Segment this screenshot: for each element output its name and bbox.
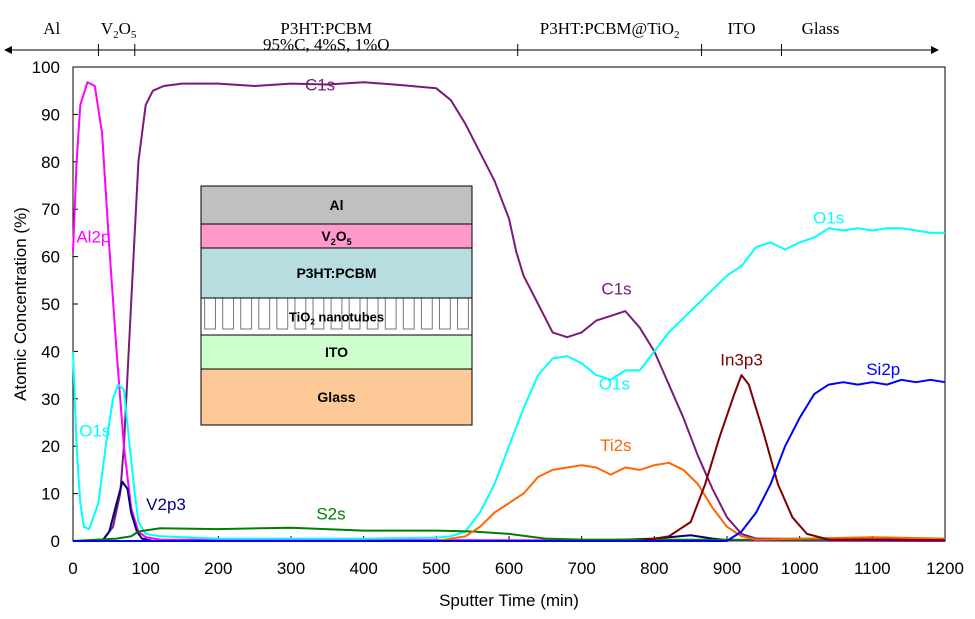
layer-label: P3HT:PCBM@TiO2 [540, 19, 680, 41]
series-line-al2p [72, 81, 946, 542]
inset-layer [200, 185, 473, 225]
layer-label: Al [43, 19, 60, 38]
inset-layer [200, 334, 473, 370]
y-tick-label: 60 [41, 248, 60, 267]
series-line-in3p3 [73, 374, 946, 542]
series-line-si2p [73, 378, 946, 542]
layer-label: V2O5 [101, 19, 137, 41]
annotation-o1s: O1s [599, 374, 630, 393]
series-line-o1s [72, 227, 945, 540]
annotation-al2p: Al2p [76, 227, 110, 246]
y-axis-label: Atomic Concentration (%) [11, 207, 30, 401]
annotation-o1s: O1s [79, 422, 110, 441]
y-tick-label: 40 [41, 342, 60, 361]
y-tick-label: 10 [41, 485, 60, 504]
x-tick-label: 200 [204, 559, 232, 578]
x-tick-label: 500 [422, 559, 450, 578]
y-tick-label: 100 [32, 58, 60, 77]
y-tick-label: 90 [41, 105, 60, 124]
series-line-v2p3 [73, 480, 946, 542]
inset-layer-label: Al [330, 197, 344, 213]
inset-layer [200, 368, 473, 426]
inset-layer-label: P3HT:PCBM [296, 265, 376, 281]
inset-layer [200, 247, 473, 299]
x-tick-label: 800 [640, 559, 668, 578]
layer-label: P3HT:PCBM [280, 19, 372, 38]
annotation-in3p3: In3p3 [720, 351, 763, 370]
y-tick-label: 20 [41, 437, 60, 456]
series-line-ti2s [73, 461, 946, 542]
y-tick-label: 50 [41, 295, 60, 314]
layer-stack-inset: Al V2O5 P3HT:PCBM TiO2 nanotubes ITO Glass [200, 185, 473, 426]
x-tick-label: 1100 [854, 559, 891, 578]
layer-label: ITO [728, 19, 756, 38]
axes: 0 100 200 300 400 500 600 700 800 900 1000 1100 1200… [32, 58, 964, 578]
series-line-s2s [72, 526, 946, 542]
x-tick-label: 100 [131, 559, 159, 578]
y-tick-label: 70 [41, 200, 60, 219]
x-tick-label: 1000 [781, 559, 819, 578]
x-tick-label: 1200 [926, 559, 964, 578]
x-tick-label: 0 [68, 559, 77, 578]
series-annotations: C1s Al2p O1s V2p3 S2s C1s O1s O1s Ti2s In3p3 Si2p [76, 76, 900, 524]
inset-layer-label: ITO [325, 344, 348, 360]
inset-layer-label: V2O5 [321, 228, 351, 247]
annotation-c1s: C1s [305, 76, 335, 95]
x-axis-label: Sputter Time (min) [439, 591, 579, 610]
x-tick-label: 700 [567, 559, 595, 578]
y-tick-label: 30 [41, 390, 60, 409]
series-lines [72, 81, 946, 542]
inset-layer-label: TiO2 nanotubes [289, 310, 384, 327]
layer-sublabel: 95%C, 4%S, 1%O [263, 35, 390, 54]
annotation-o1s: O1s [813, 208, 844, 227]
x-tick-label: 600 [495, 559, 523, 578]
inset-layer [200, 223, 473, 249]
y-tick-label: 0 [51, 532, 60, 551]
annotation-c1s: C1s [601, 280, 631, 299]
annotation-si2p: Si2p [866, 360, 900, 379]
inset-layer-label: Glass [317, 389, 355, 405]
annotation-ti2s: Ti2s [600, 436, 632, 455]
annotation-v2p3: V2p3 [146, 495, 186, 514]
x-tick-label: 900 [713, 559, 741, 578]
series-line-c1s [73, 81, 946, 542]
y-tick-label: 80 [41, 153, 60, 172]
x-tick-label: 400 [349, 559, 377, 578]
annotation-s2s: S2s [316, 505, 345, 524]
x-tick-label: 300 [277, 559, 305, 578]
layer-label: Glass [802, 19, 840, 38]
